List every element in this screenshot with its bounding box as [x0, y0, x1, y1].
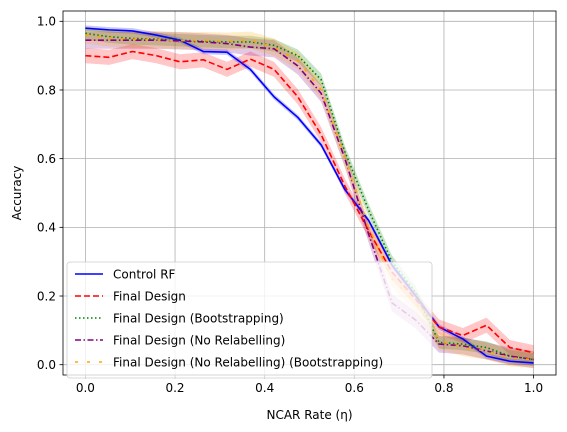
series-line-0 [85, 27, 534, 364]
x-tick-label: 0.6 [345, 381, 364, 395]
axis-ticks: 0.0 0.2 0.4 0.6 0.8 1.0 0.0 0.2 0.4 0.6 0.8 1.0 [37, 15, 543, 395]
x-tick-label: 0.4 [255, 381, 274, 395]
y-tick-label: 1.0 [37, 15, 56, 29]
legend-label-3: Final Design (No Relabelling) [113, 333, 285, 347]
y-tick-label: 0.8 [37, 83, 56, 97]
confidence-band-1 [85, 43, 534, 361]
y-tick-label: 0.6 [37, 152, 56, 166]
x-tick-label: 0.2 [165, 381, 184, 395]
legend-label-2: Final Design (Bootstrapping) [113, 311, 284, 325]
y-tick-label: 0.0 [37, 358, 56, 372]
series-line-1 [85, 50, 534, 354]
x-tick-label: 0.0 [76, 381, 95, 395]
legend: Control RF Final Design Final Design (Boot… [66, 261, 433, 379]
confidence-bands [85, 25, 534, 369]
series-line-4 [85, 34, 534, 361]
series-lines [85, 27, 534, 364]
legend-label-1: Final Design [113, 289, 186, 303]
y-tick-label: 0.4 [37, 221, 56, 235]
legend-label-0: Control RF [113, 267, 176, 281]
legend-label-4: Final Design (No Relabelling) (Bootstrap… [113, 355, 383, 369]
y-tick-label: 0.2 [37, 289, 56, 303]
y-axis-title: Accuracy [10, 166, 24, 221]
x-tick-label: 0.8 [434, 381, 453, 395]
legend-box [66, 261, 433, 379]
x-tick-label: 1.0 [524, 381, 543, 395]
x-axis-title: NCAR Rate (η) [266, 408, 352, 422]
